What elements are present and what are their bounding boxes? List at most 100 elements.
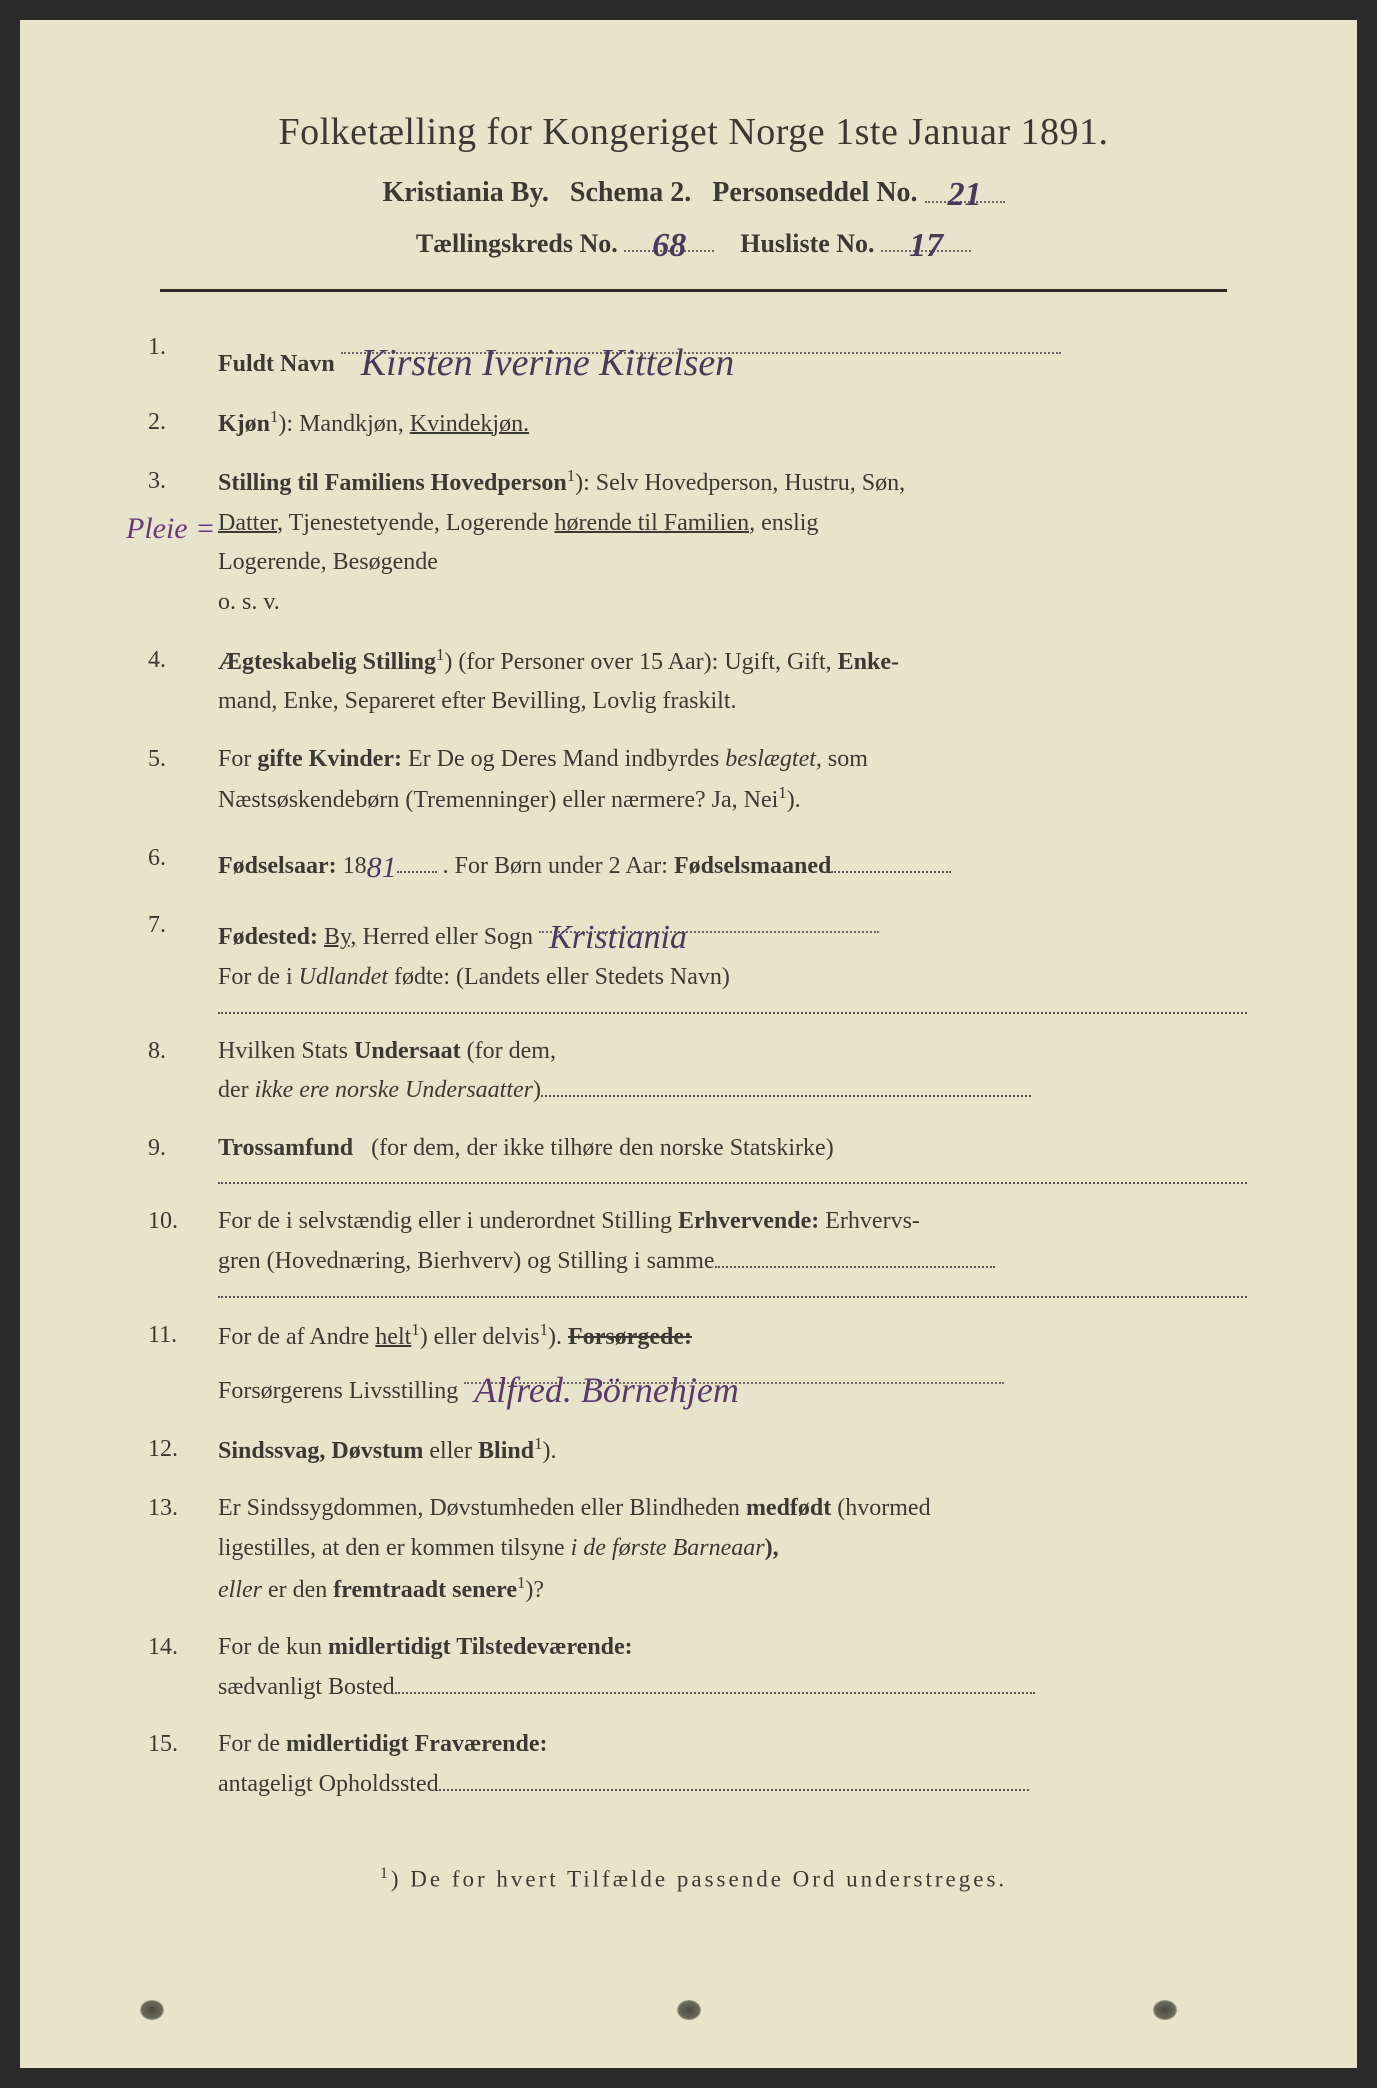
item-10-line2: gren (Hovednæring, Bierhverv) og Stillin… [218, 1248, 715, 1274]
item-4-line2: mand, Enke, Separeret efter Bevilling, L… [218, 688, 737, 714]
item-9-label: Trossamfund [218, 1135, 353, 1161]
husliste-no-value: 17 [909, 227, 943, 265]
item-3-paren: ): [575, 470, 590, 496]
item-10-num: 10. [148, 1202, 178, 1242]
item-3-line1-rest: Selv Hovedperson, Hustru, Søn, [596, 470, 905, 496]
item-8-line1a: Hvilken Stats [218, 1038, 348, 1064]
item-13-line3-ital: eller [218, 1577, 262, 1603]
husliste-no-field: 17 [881, 223, 971, 252]
item-3-label: Stilling til Familiens Hovedperson [218, 470, 567, 496]
personseddel-no-value: 21 [948, 176, 982, 214]
subtitle-line-2: Kristiania By. Schema 2. Personseddel No… [140, 172, 1247, 209]
item-10-bold: Erhvervende: [678, 1208, 819, 1234]
item-13: 13. Er Sindssygdommen, Døvstumheden elle… [140, 1489, 1247, 1610]
main-title: Folketælling for Kongeriget Norge 1ste J… [140, 110, 1247, 154]
item-13-line1a: Er Sindssygdommen, Døvstumheden eller Bl… [218, 1495, 740, 1521]
item-6-label: Fødselsaar: [218, 853, 337, 879]
item-3-line3: Logerende, Besøgende [218, 549, 438, 575]
kreds-no-value: 68 [652, 227, 686, 265]
city-label: Kristiania By. [382, 177, 548, 208]
punch-hole-right [1153, 2000, 1177, 2020]
item-13-line2a: ligestilles, at den er kommen tilsyne [218, 1535, 565, 1561]
item-15-dots [439, 1767, 1029, 1791]
item-7-value: Kristiania [549, 910, 687, 966]
item-4-label: Ægteskabelig Stilling [218, 649, 436, 675]
item-2-paren: ): [278, 411, 293, 437]
punch-hole-left [140, 2000, 164, 2020]
item-5-rest1: Er De og Deres Mand indbyrdes [408, 746, 719, 772]
subtitle-line-3: Tællingskreds No. 68 Husliste No. 17 [140, 223, 1247, 259]
item-9: 9. Trossamfund (for dem, der ikke tilhør… [140, 1129, 1247, 1185]
footnote: 1) De for hvert Tilfælde passende Ord un… [140, 1865, 1247, 1893]
item-3-margin-note: Pleie = [126, 504, 215, 554]
item-4: 4. Ægteskabelig Stilling1) (for Personer… [140, 641, 1247, 722]
item-11-forsorgede: Forsørgede: [568, 1324, 692, 1350]
kreds-no-field: 68 [624, 223, 714, 252]
item-3-datter: Datter, [218, 510, 283, 536]
item-15: 15. For de midlertidigt Fraværende: anta… [140, 1725, 1247, 1804]
item-10-dots1 [715, 1244, 995, 1268]
item-13-num: 13. [148, 1489, 178, 1529]
item-8-line2b: ) [533, 1077, 541, 1103]
item-15-bold: midlertidigt Fraværende: [286, 1731, 548, 1757]
item-2-opt2: Kvindekjøn. [410, 411, 529, 437]
item-15-num: 15. [148, 1725, 178, 1765]
item-12-blind: Blind [478, 1438, 534, 1464]
form-list: 1. Fuldt Navn Kirsten Iverine Kittelsen … [140, 328, 1247, 1805]
item-11-line1a: For de af Andre [218, 1324, 369, 1350]
item-6-num: 6. [148, 839, 166, 879]
item-7-line2a: For de i [218, 964, 293, 990]
item-6: 6. Fødselsaar: 1881 . For Børn under 2 A… [140, 839, 1247, 889]
item-11: 11. For de af Andre helt1) eller delvis1… [140, 1316, 1247, 1412]
item-3-line2d: enslig [761, 510, 818, 536]
personseddel-no-field: 21 [925, 172, 1005, 203]
item-1-label: Fuldt Navn [218, 351, 335, 377]
item-6-year: 81 [367, 843, 397, 893]
item-7-num: 7. [148, 906, 166, 946]
item-7-dotted-line [218, 1012, 1247, 1014]
item-8-bold: Undersaat [354, 1038, 461, 1064]
item-14-bold: midlertidigt Tilstedeværende: [328, 1634, 633, 1660]
footnote-sup: 1 [380, 1865, 391, 1882]
item-7-by: By, [324, 924, 356, 950]
item-3-sup: 1 [567, 466, 575, 485]
item-7-ital: Udlandet [299, 964, 388, 990]
item-5-ital1: beslægtet, [725, 746, 822, 772]
item-11-num: 11. [148, 1316, 177, 1356]
item-8-ital: ikke ere norske Undersaatter [255, 1077, 533, 1103]
item-12-end: ). [542, 1438, 556, 1464]
item-3-line2c: hørende til Familien, [554, 510, 755, 536]
item-1: 1. Fuldt Navn Kirsten Iverine Kittelsen [140, 328, 1247, 385]
item-2-label: Kjøn [218, 411, 270, 437]
footnote-text: ) De for hvert Tilfælde passende Ord und… [391, 1866, 1007, 1891]
item-14-num: 14. [148, 1628, 178, 1668]
item-7-line2b: fødte: (Landets eller Stedets Navn) [394, 964, 730, 990]
item-5-num: 5. [148, 740, 166, 780]
item-15-line2: antageligt Opholdssted [218, 1771, 439, 1797]
item-12-num: 12. [148, 1430, 178, 1470]
item-10-line1a: For de i selvstændig eller i underordnet… [218, 1208, 672, 1234]
item-13-med: medfødt [746, 1495, 831, 1521]
item-14-line2: sædvanligt Bosted [218, 1674, 395, 1700]
item-13-line1b: (hvormed [837, 1495, 930, 1521]
item-7-label: Fødested: [218, 924, 318, 950]
item-14-line1a: For de kun [218, 1634, 322, 1660]
item-14-dots [395, 1670, 1035, 1694]
item-15-line1a: For de [218, 1731, 280, 1757]
item-5-pre: For [218, 746, 251, 772]
item-5-line2b: ). [787, 787, 801, 813]
item-11-field: Alfred. Börnehjem [464, 1357, 1004, 1383]
item-11-helt: helt [375, 1324, 411, 1350]
item-8-num: 8. [148, 1032, 166, 1072]
item-6-boldm: Fødselsmaaned [674, 853, 831, 879]
item-4-enke: Enke- [838, 649, 899, 675]
item-7-rest1: Herred eller Sogn [362, 924, 533, 950]
item-3: 3. Stilling til Familiens Hovedperson1):… [140, 462, 1247, 622]
item-5-line2a: Næstsøskendebørn (Tremenninger) eller næ… [218, 787, 778, 813]
item-13-line3b: )? [525, 1577, 544, 1603]
item-12-label: Sindssvag, Døvstum [218, 1438, 423, 1464]
item-3-num: 3. [148, 462, 166, 502]
item-11-line2-label: Forsørgerens Livsstilling [218, 1378, 458, 1404]
item-10: 10. For de i selvstændig eller i underor… [140, 1202, 1247, 1297]
item-6-rest: . For Børn under 2 Aar: [443, 853, 668, 879]
